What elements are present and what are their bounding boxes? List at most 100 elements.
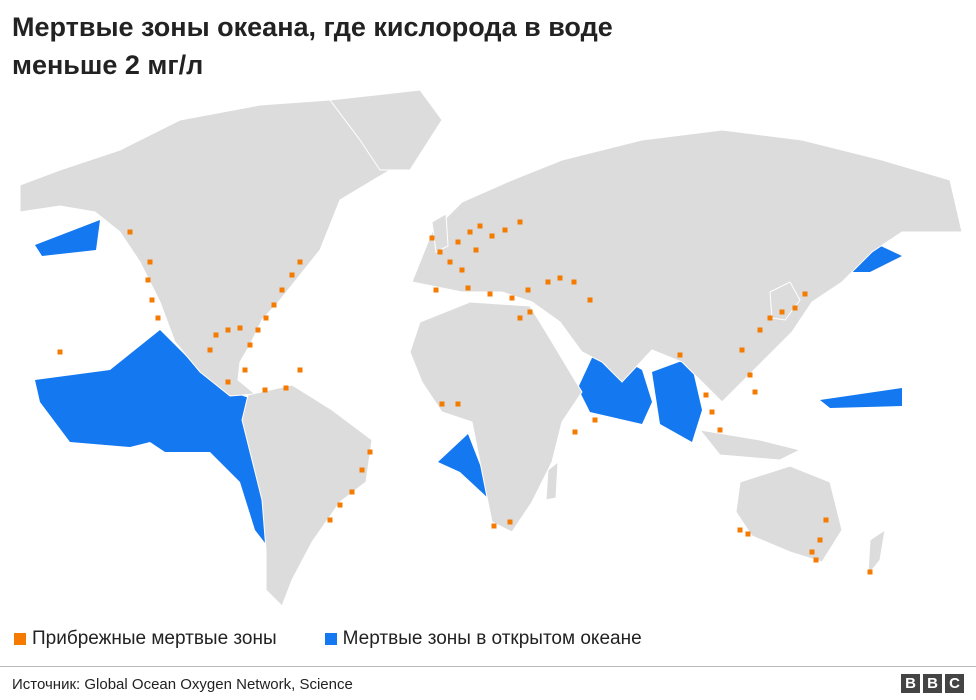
coastal-zone (447, 259, 453, 265)
coastal-zone (283, 385, 289, 391)
coastal-zone (359, 467, 365, 473)
coastal-zone (677, 352, 683, 358)
coastal-zone (545, 279, 551, 285)
coastal-zone (337, 502, 343, 508)
coastal-zone (367, 449, 373, 455)
coastal-zone (802, 291, 808, 297)
legend-label: Мертвые зоны в открытом океане (342, 628, 642, 649)
coastal-zone (717, 427, 723, 433)
coastal-zone (455, 239, 461, 245)
coastal-zone (459, 267, 465, 273)
coastal-zone (709, 409, 715, 415)
coastal-zone (155, 315, 161, 321)
coastal-zone (571, 279, 577, 285)
title-line: Мертвые зоны океана, где кислорода в вод… (12, 12, 613, 42)
open-ocean-zone (35, 330, 278, 552)
coastal-zone (473, 247, 479, 253)
logo-letter: C (945, 674, 964, 693)
coastal-zone (247, 342, 253, 348)
coastal-zone (255, 327, 261, 333)
coastal-zone (147, 259, 153, 265)
coastal-zone (502, 227, 508, 233)
coastal-zone (557, 275, 563, 281)
coastal-zone (509, 295, 515, 301)
coastal-zone (752, 389, 758, 395)
coastal-zone (127, 229, 133, 235)
legend-item: Прибрежные мертвые зоны (14, 628, 277, 650)
coastal-zone (491, 523, 497, 529)
coastal-zone (745, 531, 751, 537)
coastal-zone (489, 233, 495, 239)
open-ocean-zone (35, 220, 100, 256)
title: Мертвые зоны океана, где кислорода в вод… (12, 8, 613, 84)
coastal-zone (145, 277, 151, 283)
coastal-zone (703, 392, 709, 398)
coastal-zone (433, 287, 439, 293)
world-map (19, 89, 963, 607)
coastal-zone (327, 517, 333, 523)
open-ocean-zone (578, 345, 652, 424)
legend-item: Мертвые зоны в открытом океане (324, 628, 642, 650)
coastal-zone (262, 387, 268, 393)
coastal-zone (757, 327, 763, 333)
coastal-zone (297, 259, 303, 265)
coastal-zone (437, 249, 443, 255)
coastal-zone (279, 287, 285, 293)
coastal-zone (349, 489, 355, 495)
coastal-zone (572, 429, 578, 435)
coastal-zone (592, 417, 598, 423)
coastal-zone (809, 549, 815, 555)
coastal-zone (207, 347, 213, 353)
coastal-zone (817, 537, 823, 543)
coastal-zone (271, 302, 277, 308)
coastal-zone (737, 527, 743, 533)
coastal-zones (57, 219, 873, 575)
coastal-zone (587, 297, 593, 303)
coastal-zone (57, 349, 63, 355)
coastal-zone (517, 315, 523, 321)
coastal-zone (487, 291, 493, 297)
coastal-zone (289, 272, 295, 278)
coastal-zone (477, 223, 483, 229)
divider (0, 666, 976, 667)
legend-label: Прибрежные мертвые зоны (32, 628, 277, 649)
coastal-zone (525, 287, 531, 293)
coastal-zone (813, 557, 819, 563)
coastal-zone (823, 517, 829, 523)
coastal-zone (237, 325, 243, 331)
open-ocean-zone (820, 388, 902, 408)
coastal-zone (507, 519, 513, 525)
legend: Прибрежные мертвые зоны Мертвые зоны в о… (14, 628, 642, 650)
logo: B B C (901, 674, 964, 693)
coastal-zone (213, 332, 219, 338)
coastal-zone (779, 309, 785, 315)
open-ocean-zone (438, 434, 488, 498)
coastal-zone (225, 379, 231, 385)
coastal-zone (225, 327, 231, 333)
coastal-zone (767, 315, 773, 321)
coastal-zone (517, 219, 523, 225)
coastal-zone (297, 367, 303, 373)
coastal-zone (747, 372, 753, 378)
coastal-zone (263, 315, 269, 321)
coastal-zone (455, 401, 461, 407)
open-ocean-zone (652, 358, 702, 442)
coastal-zone (739, 347, 745, 353)
land (19, 89, 963, 607)
source: Источник: Global Ocean Oxygen Network, S… (12, 676, 353, 693)
coastal-zone (149, 297, 155, 303)
logo-letter: B (923, 674, 942, 693)
coastal-zone (242, 367, 248, 373)
coastal-zone (429, 235, 435, 241)
legend-swatch (14, 633, 26, 645)
coastal-zone (867, 569, 873, 575)
coastal-zone (439, 401, 445, 407)
logo-letter: B (901, 674, 920, 693)
coastal-zone (467, 229, 473, 235)
coastal-zone (465, 285, 471, 291)
coastal-zone (792, 305, 798, 311)
legend-swatch (324, 633, 337, 645)
coastal-zone (527, 309, 533, 315)
title-line: меньше 2 мг/л (12, 50, 204, 80)
